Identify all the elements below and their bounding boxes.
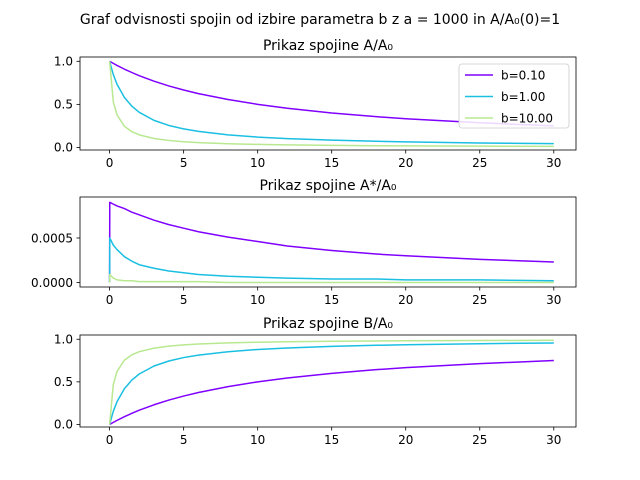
subplot-3-series — [108, 339, 554, 426]
x-tick-label: 20 — [398, 433, 413, 447]
subplot-2-axes-frame — [79, 196, 577, 288]
x-tick-label: 10 — [250, 433, 265, 447]
series-line-b=0.10 — [109, 60, 554, 127]
series-line-b=10.00 — [108, 61, 554, 148]
y-tick-label: 0.0 — [54, 141, 73, 155]
legend-label: b=10.00 — [501, 111, 553, 125]
y-tick-label: 0.5 — [54, 98, 73, 112]
x-tick-label: 0 — [106, 433, 114, 447]
series-line-b=0.10 — [109, 359, 554, 426]
subplot-3: Prikaz spojine B/A₀ 0 5 10 15 20 25 30 0.0 0.5 1.0 — [54, 316, 577, 447]
y-tick-label: 1.0 — [54, 333, 73, 347]
x-tick-label: 15 — [324, 293, 339, 307]
x-tick-label: 25 — [472, 156, 487, 170]
series-line-b=1.00 — [108, 61, 554, 145]
x-tick-label: 25 — [472, 433, 487, 447]
series-line-b=10.00 — [108, 339, 554, 425]
x-tick-label: 10 — [250, 293, 265, 307]
subplot-2-title: Prikaz spojine A*/A₀ — [259, 178, 396, 194]
subplot-3-axes-frame — [79, 334, 577, 428]
x-tick-label: 10 — [250, 156, 265, 170]
x-tick-label: 5 — [180, 156, 188, 170]
subplot-1-axes-frame — [79, 56, 577, 151]
x-tick-label: 20 — [398, 293, 413, 307]
legend-box — [458, 63, 570, 129]
legend: b=0.10 b=1.00 b=10.00 — [458, 63, 570, 129]
subplot-1: Prikaz spojine A/A₀ 0 5 10 15 20 25 30 0.0 0.5 1.0… — [54, 38, 577, 170]
series-line-b=1.00 — [108, 342, 554, 425]
x-tick-label: 0 — [106, 156, 114, 170]
x-tick-label: 25 — [472, 293, 487, 307]
subplot-2-series — [108, 201, 554, 284]
y-tick-label: 0.0000 — [31, 276, 73, 290]
y-tick-label: 0.0005 — [31, 231, 73, 245]
legend-label: b=0.10 — [501, 68, 545, 82]
x-tick-label: 30 — [546, 433, 561, 447]
y-tick-label: 0.5 — [54, 375, 73, 389]
y-tick-label: 0.0 — [54, 418, 73, 432]
subplot-2: Prikaz spojine A*/A₀ 0 5 10 15 20 25 30 0.0000 0.… — [31, 178, 577, 307]
subplot-1-series — [108, 60, 554, 148]
subplot-3-title: Prikaz spojine B/A₀ — [263, 316, 393, 332]
series-line-b=0.10 — [108, 201, 554, 283]
subplots: Prikaz spojine A/A₀ 0 5 10 15 20 25 30 0.0 0.5 1.0… — [31, 38, 577, 447]
x-tick-label: 30 — [546, 293, 561, 307]
figure-suptitle: Graf odvisnosti spojin od izbire paramet… — [80, 12, 560, 28]
series-line-b=1.00 — [108, 237, 554, 283]
subplot-1-title: Prikaz spojine A/A₀ — [263, 38, 393, 54]
x-tick-label: 0 — [106, 293, 114, 307]
x-tick-label: 20 — [398, 156, 413, 170]
x-tick-label: 15 — [324, 156, 339, 170]
y-tick-label: 1.0 — [54, 55, 73, 69]
x-tick-label: 30 — [546, 156, 561, 170]
x-tick-label: 15 — [324, 433, 339, 447]
x-tick-label: 5 — [180, 293, 188, 307]
series-line-b=10.00 — [108, 273, 554, 284]
x-tick-label: 5 — [180, 433, 188, 447]
legend-label: b=1.00 — [501, 90, 545, 104]
